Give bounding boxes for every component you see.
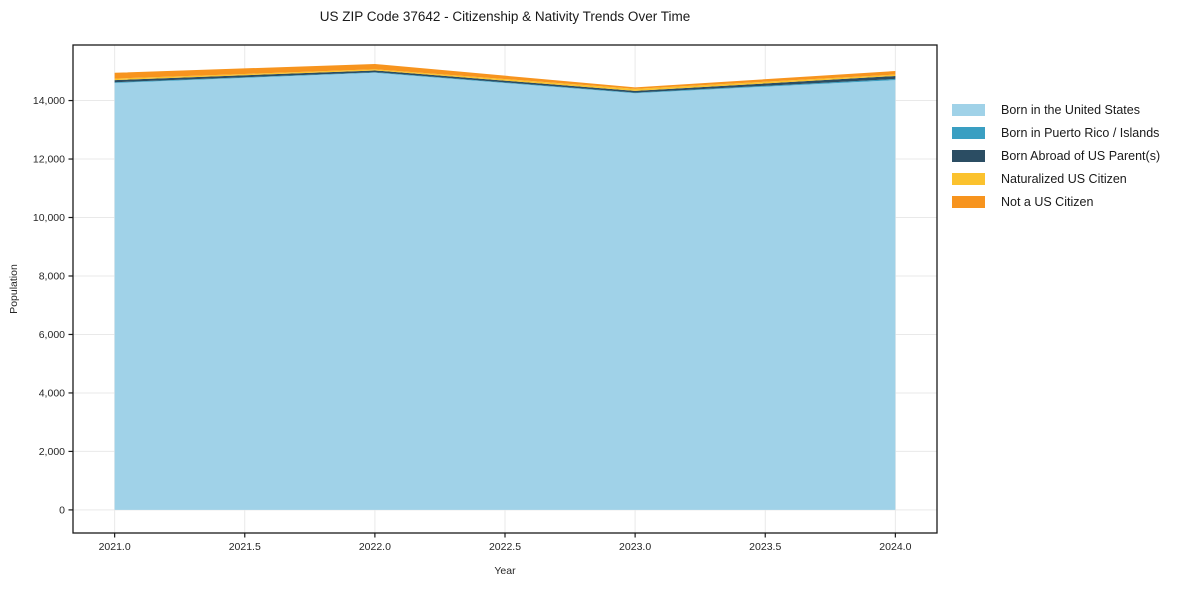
legend-item-1: Born in Puerto Rico / Islands [952, 124, 1160, 141]
legend-label: Born in Puerto Rico / Islands [1001, 125, 1160, 140]
legend-label: Born Abroad of US Parent(s) [1001, 148, 1161, 163]
y-tick-label: 0 [59, 504, 65, 516]
legend-label: Naturalized US Citizen [1001, 171, 1127, 186]
legend-label: Not a US Citizen [1001, 194, 1094, 209]
y-tick-label: 8,000 [39, 270, 65, 282]
legend-item-2: Born Abroad of US Parent(s) [952, 147, 1160, 164]
legend-item-3: Naturalized US Citizen [952, 170, 1160, 187]
legend-swatch-icon [952, 126, 985, 139]
area-series-3 [114, 69, 896, 91]
area-series-2 [114, 70, 896, 93]
x-tick-label: 2022.0 [359, 541, 391, 553]
legend-label: Born in the United States [1001, 102, 1140, 117]
y-tick-label: 4,000 [39, 387, 65, 399]
x-tick-label: 2024.0 [879, 541, 911, 553]
legend-item-0: Born in the United States [952, 101, 1160, 118]
y-tick-label: 14,000 [33, 95, 65, 107]
legend: Born in the United States Born in Puerto … [952, 101, 1160, 210]
x-tick-label: 2023.0 [619, 541, 651, 553]
x-axis-label: Year [494, 565, 516, 577]
y-tick-label: 2,000 [39, 446, 65, 458]
x-tick-label: 2022.5 [489, 541, 521, 553]
x-tick-label: 2021.5 [229, 541, 261, 553]
legend-swatch-icon [952, 195, 985, 208]
y-tick-label: 12,000 [33, 154, 65, 166]
area-series-1 [114, 72, 896, 94]
legend-swatch-icon [952, 172, 985, 185]
y-axis-label: Population [8, 264, 20, 314]
area-series-0 [114, 72, 896, 510]
x-tick-label: 2021.0 [99, 541, 131, 553]
chart-title: US ZIP Code 37642 - Citizenship & Nativi… [319, 9, 691, 24]
area-series-4 [114, 64, 896, 89]
y-tick-label: 10,000 [33, 212, 65, 224]
x-tick-label: 2023.5 [749, 541, 781, 553]
y-tick-label: 6,000 [39, 329, 65, 341]
legend-swatch-icon [952, 103, 985, 116]
legend-item-4: Not a US Citizen [952, 193, 1160, 210]
legend-swatch-icon [952, 149, 985, 162]
